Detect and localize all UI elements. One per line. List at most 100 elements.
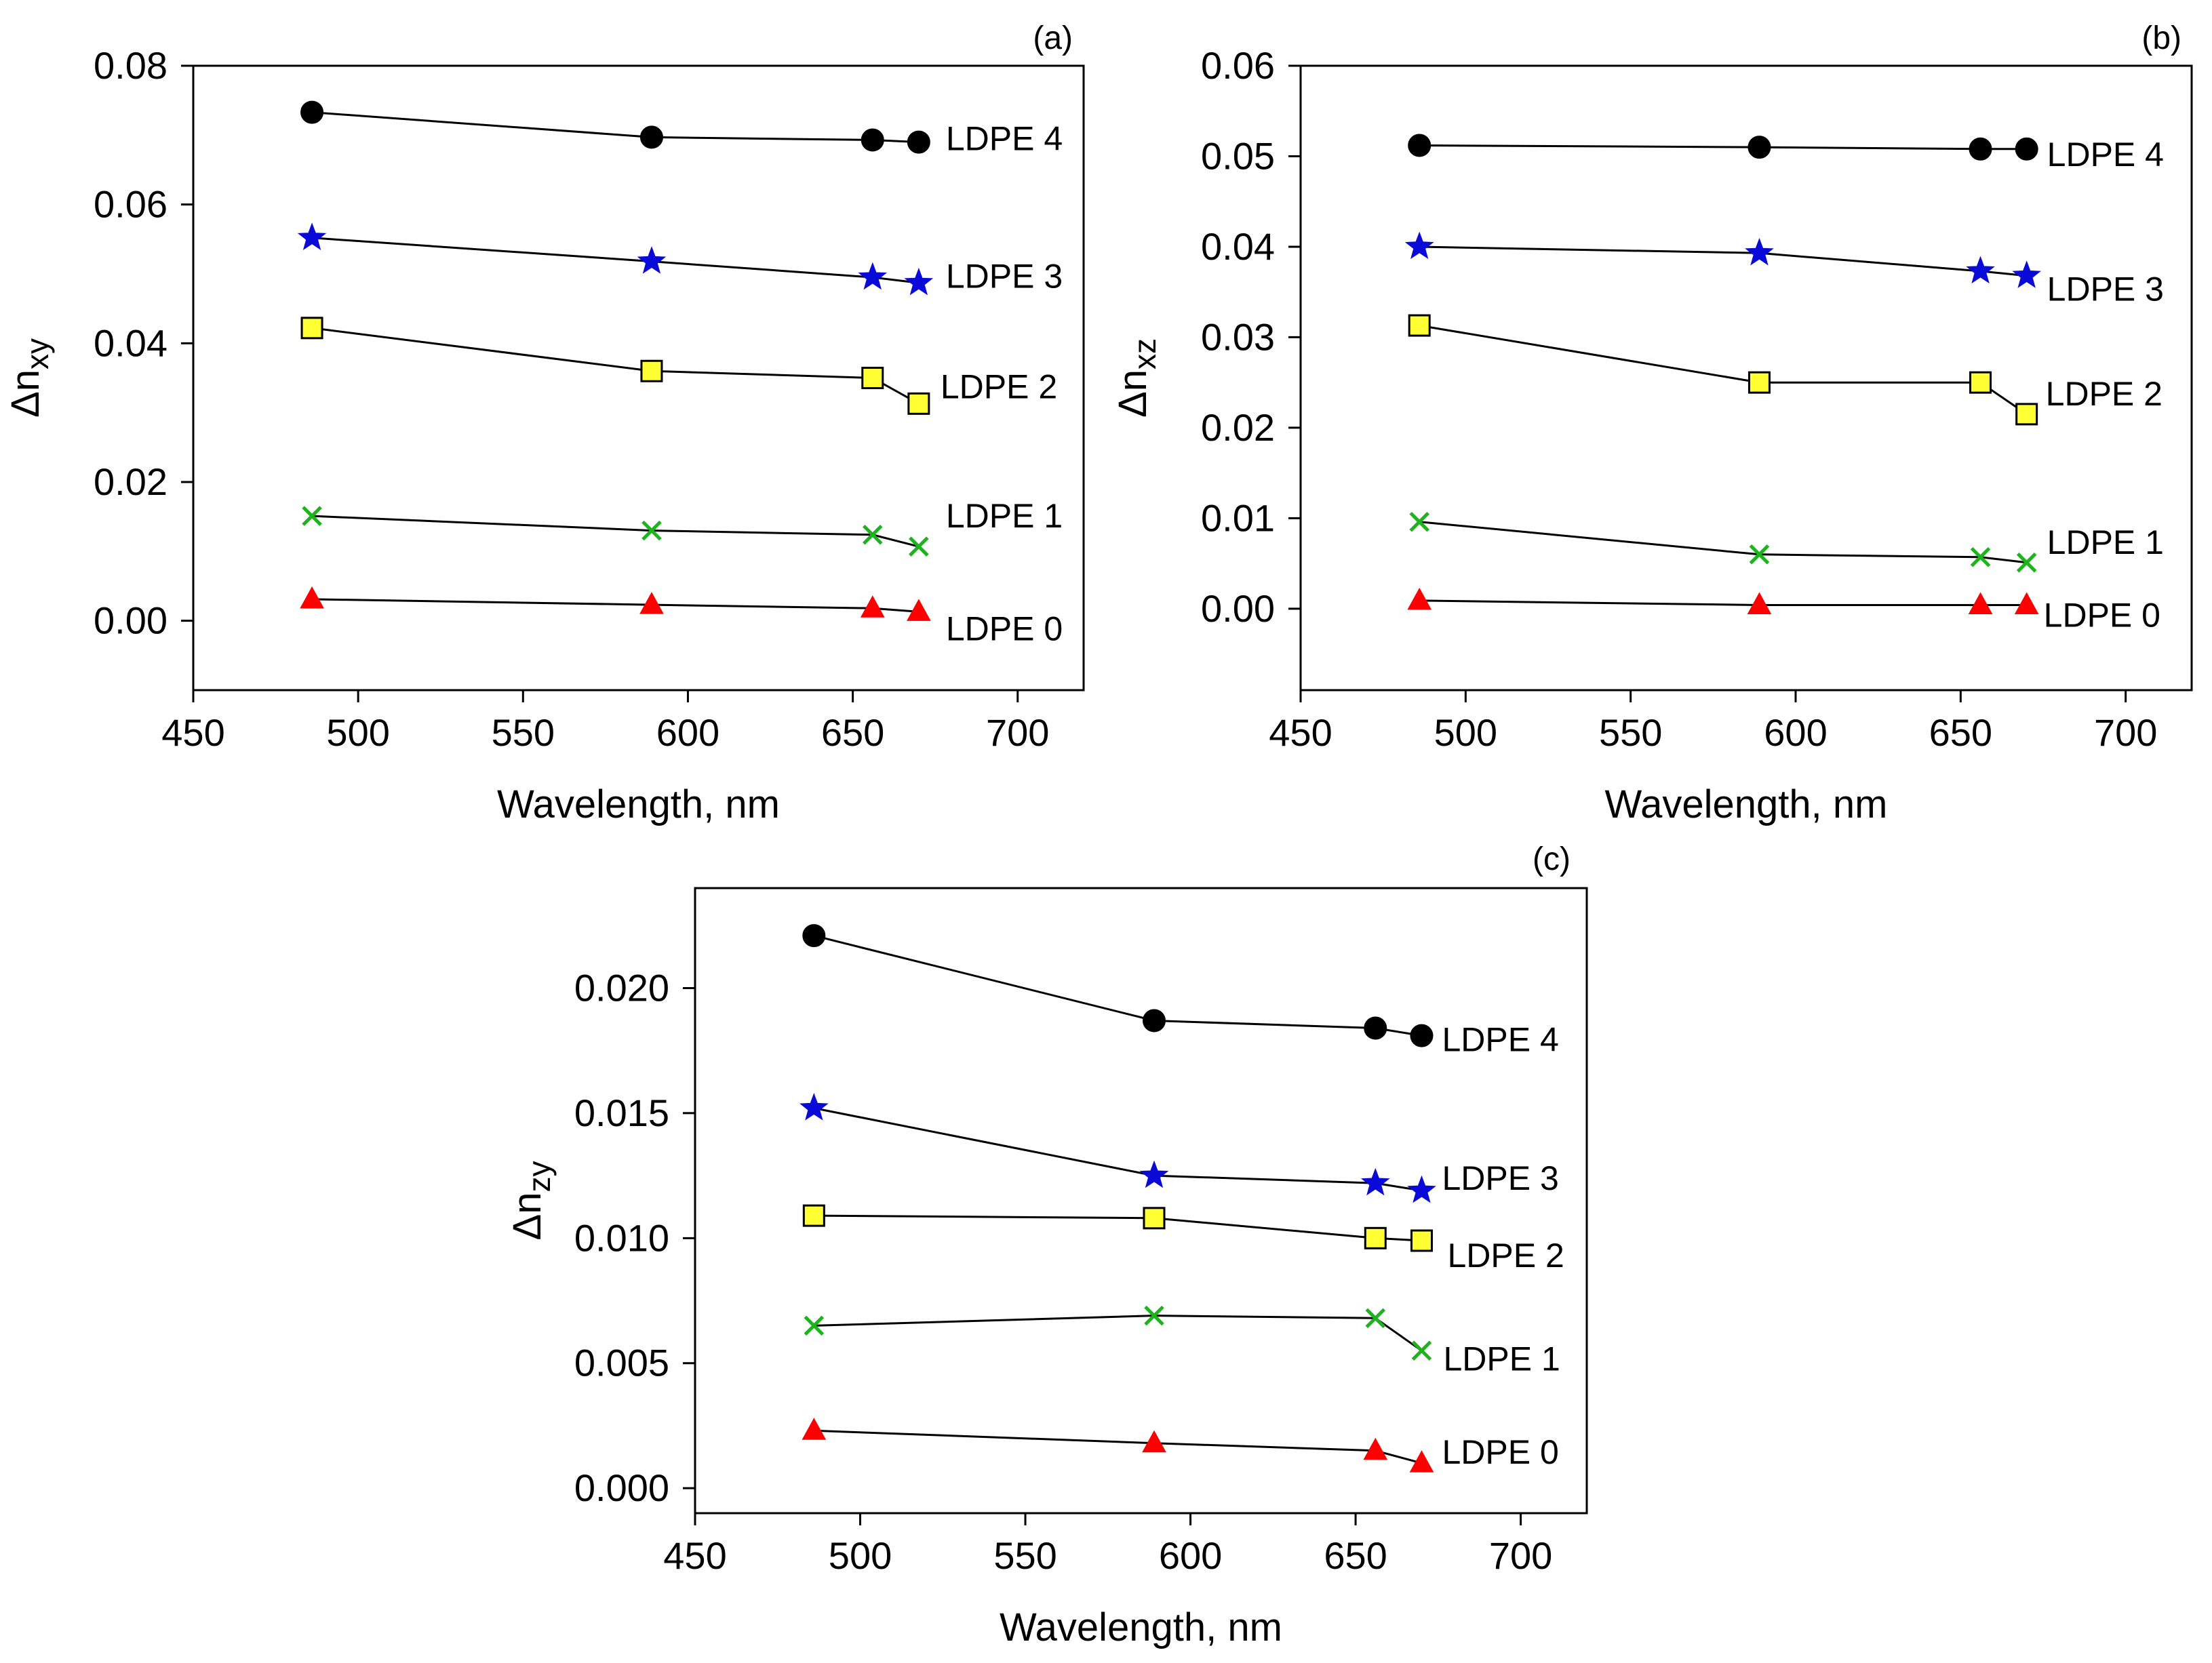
data-point — [2016, 553, 2037, 573]
series-line — [1419, 144, 2027, 151]
series-label: LDPE 0 — [1442, 1433, 1558, 1471]
series-label: LDPE 3 — [1442, 1159, 1558, 1197]
series-ldpe-0: LDPE 0 — [802, 1418, 1559, 1472]
x-tick-label: 500 — [1434, 711, 1497, 754]
data-point — [2015, 137, 2038, 161]
series-line — [311, 111, 919, 144]
x-axis-title: Wavelength, nm — [1605, 782, 1888, 826]
data-point — [1410, 1229, 1433, 1252]
y-tick-label: 0.015 — [574, 1091, 669, 1134]
y-tick-label: 0.01 — [1201, 496, 1275, 539]
data-point — [1408, 314, 1431, 337]
data-point — [297, 222, 327, 250]
y-axis-title-subscript: xy — [20, 338, 55, 369]
y-tick-label: 0.02 — [1201, 406, 1275, 449]
plot-frame — [1299, 64, 2193, 692]
data-point — [2015, 403, 2038, 426]
series-line — [813, 934, 1422, 1037]
x-tick-label: 450 — [1269, 711, 1332, 754]
data-point — [1749, 544, 1770, 565]
data-point — [1139, 1160, 1169, 1188]
data-point — [302, 506, 322, 526]
series-label: LDPE 0 — [2044, 597, 2160, 635]
data-point — [2014, 592, 2039, 615]
data-point — [1747, 592, 1772, 615]
y-tick-label: 0.03 — [1201, 315, 1275, 358]
y-axis-title: Δnxy — [3, 338, 55, 418]
data-point — [637, 246, 667, 274]
panel-label: (c) — [1533, 841, 1571, 877]
data-point — [861, 128, 884, 152]
series-label: LDPE 3 — [2047, 271, 2164, 308]
series-line — [814, 1107, 1422, 1192]
y-tick-label: 0.005 — [574, 1342, 669, 1384]
series-label: LDPE 3 — [946, 257, 1063, 295]
y-axis-title-subscript: zy — [521, 1161, 557, 1193]
data-point — [1969, 371, 1992, 394]
series-ldpe-3: LDPE 3 — [297, 222, 1063, 296]
data-point — [1409, 511, 1429, 532]
data-point — [640, 359, 663, 382]
data-point — [1411, 1340, 1432, 1361]
x-tick-label: 700 — [986, 711, 1049, 754]
series-label: LDPE 1 — [946, 497, 1063, 535]
series-ldpe-4: LDPE 4 — [1408, 134, 2164, 174]
y-axis-title: Δnxz — [1111, 338, 1162, 418]
data-point — [804, 1315, 825, 1336]
data-point — [907, 599, 931, 621]
chart-panel-c: 450 500 550 600 650 700 0.000 0.005 0.010 0.015 0.… — [505, 841, 1588, 1649]
data-point — [909, 536, 929, 557]
data-point — [2012, 260, 2041, 288]
data-point — [1408, 134, 1431, 157]
x-tick-label: 600 — [656, 711, 719, 754]
data-point — [1364, 1016, 1387, 1040]
data-point — [907, 130, 930, 154]
y-tick-label: 0.06 — [1201, 44, 1275, 87]
y-tick-label: 0.08 — [94, 44, 167, 87]
data-point — [863, 525, 883, 545]
y-tick-label: 0.010 — [574, 1216, 669, 1259]
data-point — [799, 1093, 829, 1121]
series-label: LDPE 4 — [946, 120, 1063, 158]
y-axis-title-main: Δn — [1111, 369, 1155, 418]
series-ldpe-2: LDPE 2 — [802, 1204, 1564, 1275]
x-tick-label: 500 — [326, 711, 389, 754]
data-point — [802, 1418, 827, 1440]
x-axis-title: Wavelength, nm — [1000, 1605, 1282, 1649]
x-tick-label: 650 — [821, 711, 884, 754]
data-point — [639, 592, 664, 614]
data-point — [300, 100, 324, 124]
y-tick-label: 0.06 — [94, 183, 167, 226]
data-point — [860, 595, 885, 618]
series-label: LDPE 0 — [946, 609, 1063, 647]
series-ldpe-3: LDPE 3 — [1404, 231, 2164, 308]
data-point — [1142, 1430, 1166, 1453]
x-tick-label: 550 — [993, 1534, 1056, 1577]
series-ldpe-4: LDPE 4 — [300, 100, 1063, 158]
series-ldpe-0: LDPE 0 — [300, 586, 1063, 647]
series-label: LDPE 2 — [1447, 1237, 1564, 1275]
data-point — [1968, 592, 1993, 615]
series-ldpe-1: LDPE 1 — [804, 1305, 1560, 1378]
x-tick-label: 600 — [1159, 1534, 1222, 1577]
y-axis-title-main: Δn — [3, 369, 47, 418]
data-point — [1143, 1207, 1166, 1230]
plot-frame — [694, 887, 1588, 1515]
data-point — [1747, 136, 1771, 159]
series-line — [814, 1315, 1423, 1352]
series-ldpe-1: LDPE 1 — [1409, 511, 2164, 573]
plot-frame — [192, 64, 1085, 692]
data-point — [1407, 587, 1432, 610]
y-tick-label: 0.00 — [94, 599, 167, 642]
y-tick-label: 0.02 — [94, 460, 167, 503]
series-ldpe-4: LDPE 4 — [802, 924, 1559, 1059]
series-label: LDPE 4 — [1442, 1021, 1558, 1059]
y-tick-label: 0.000 — [574, 1466, 669, 1509]
data-point — [861, 367, 884, 389]
chart-panel-b: 450 500 550 600 650 700 0.00 0.01 0.02 0.03 0.04 0.… — [1111, 20, 2193, 826]
series-line — [1419, 324, 2028, 416]
data-point — [1363, 1437, 1388, 1460]
data-point — [300, 317, 323, 340]
x-tick-label: 500 — [829, 1534, 892, 1577]
